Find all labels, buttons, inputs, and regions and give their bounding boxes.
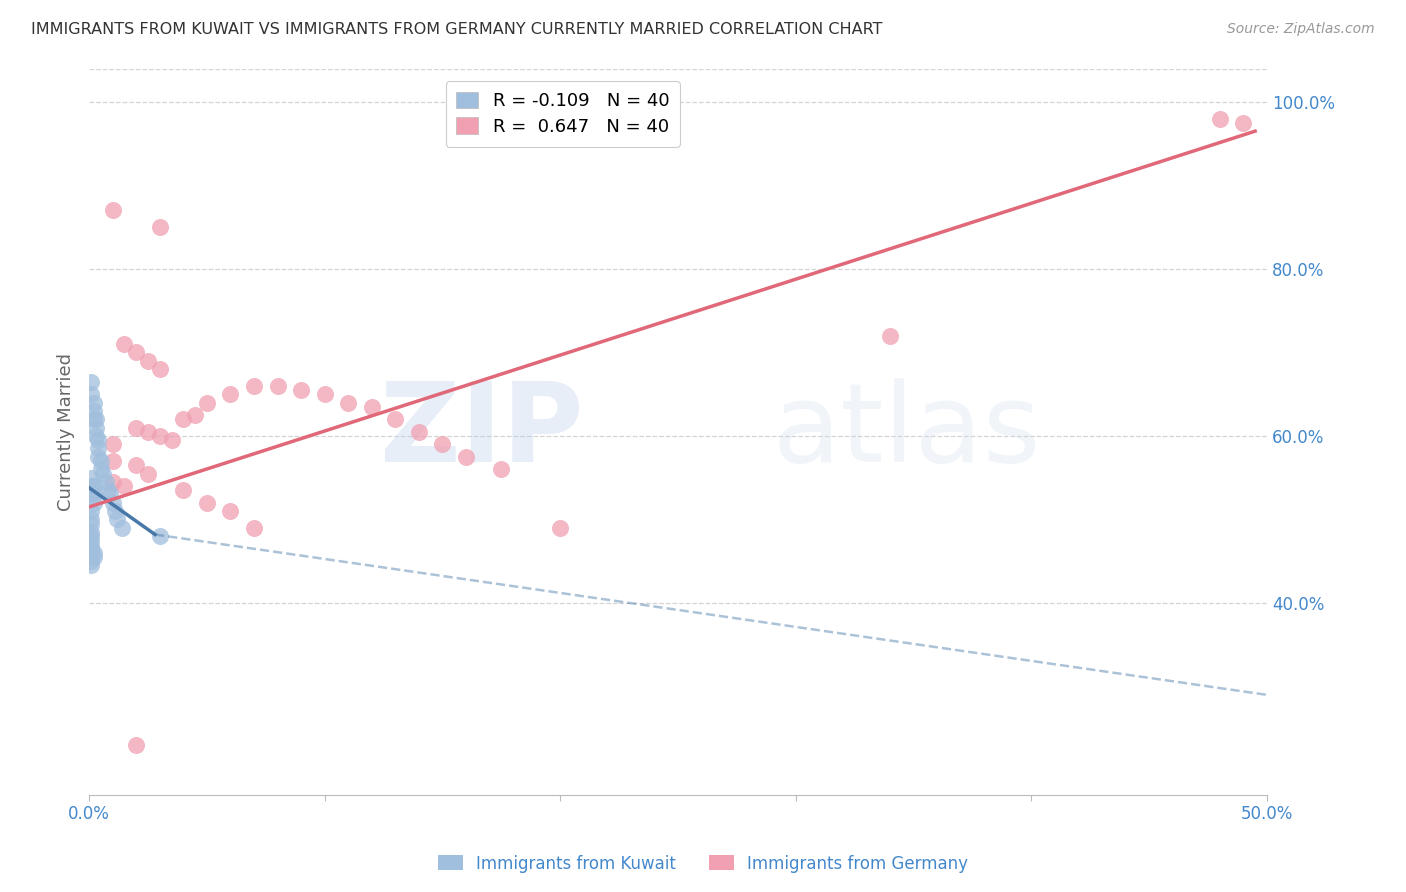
Point <box>219 504 242 518</box>
Point <box>101 437 124 451</box>
Point <box>83 479 105 493</box>
Point <box>94 475 117 489</box>
Point <box>101 496 124 510</box>
Point <box>219 387 242 401</box>
Point <box>84 420 107 434</box>
Point <box>149 362 172 376</box>
Point <box>83 395 105 409</box>
Point <box>83 487 105 501</box>
Point <box>879 328 901 343</box>
Point <box>149 529 172 543</box>
Point <box>112 337 135 351</box>
Point <box>454 450 477 464</box>
Point <box>80 375 103 389</box>
Point <box>408 425 430 439</box>
Legend: Immigrants from Kuwait, Immigrants from Germany: Immigrants from Kuwait, Immigrants from … <box>430 848 976 880</box>
Point <box>112 479 135 493</box>
Point <box>84 429 107 443</box>
Y-axis label: Currently Married: Currently Married <box>58 353 75 511</box>
Point <box>1209 112 1232 126</box>
Point <box>1232 116 1254 130</box>
Text: atlas: atlas <box>772 378 1040 485</box>
Point <box>105 512 128 526</box>
Point <box>548 521 571 535</box>
Point <box>360 400 382 414</box>
Point <box>125 458 148 473</box>
Point <box>83 412 105 426</box>
Point <box>83 496 105 510</box>
Point <box>83 546 105 560</box>
Point <box>172 412 194 426</box>
Point <box>90 462 112 476</box>
Text: Source: ZipAtlas.com: Source: ZipAtlas.com <box>1227 22 1375 37</box>
Point <box>83 404 105 418</box>
Point <box>80 512 103 526</box>
Point <box>290 383 312 397</box>
Point <box>243 379 266 393</box>
Point <box>80 504 103 518</box>
Point <box>80 524 103 539</box>
Point <box>195 496 218 510</box>
Point <box>491 462 513 476</box>
Point <box>432 437 454 451</box>
Point <box>125 738 148 752</box>
Point <box>125 420 148 434</box>
Point <box>136 467 159 481</box>
Legend: R = -0.109   N = 40, R =  0.647   N = 40: R = -0.109 N = 40, R = 0.647 N = 40 <box>446 81 681 146</box>
Point <box>98 487 121 501</box>
Point <box>80 516 103 531</box>
Point <box>80 471 103 485</box>
Text: IMMIGRANTS FROM KUWAIT VS IMMIGRANTS FROM GERMANY CURRENTLY MARRIED CORRELATION : IMMIGRANTS FROM KUWAIT VS IMMIGRANTS FRO… <box>31 22 883 37</box>
Point <box>243 521 266 535</box>
Point <box>91 467 114 481</box>
Point <box>80 554 103 568</box>
Point <box>111 521 134 535</box>
Text: ZIP: ZIP <box>381 378 583 485</box>
Point <box>80 479 103 493</box>
Point <box>87 433 110 447</box>
Point <box>149 220 172 235</box>
Point <box>160 433 183 447</box>
Point <box>384 412 406 426</box>
Point <box>104 504 127 518</box>
Point <box>337 395 360 409</box>
Point <box>184 408 207 422</box>
Point <box>136 425 159 439</box>
Point <box>101 475 124 489</box>
Point <box>136 353 159 368</box>
Point <box>314 387 336 401</box>
Point <box>149 429 172 443</box>
Point <box>87 450 110 464</box>
Point <box>80 558 103 573</box>
Point <box>83 550 105 565</box>
Point <box>80 529 103 543</box>
Point <box>90 454 112 468</box>
Point <box>266 379 288 393</box>
Point <box>80 487 103 501</box>
Point <box>87 442 110 456</box>
Point <box>172 483 194 498</box>
Point <box>80 533 103 548</box>
Point <box>125 345 148 359</box>
Point <box>101 454 124 468</box>
Point <box>80 387 103 401</box>
Point <box>80 537 103 551</box>
Point <box>97 483 120 498</box>
Point <box>80 541 103 556</box>
Point <box>84 412 107 426</box>
Point <box>195 395 218 409</box>
Point <box>101 203 124 218</box>
